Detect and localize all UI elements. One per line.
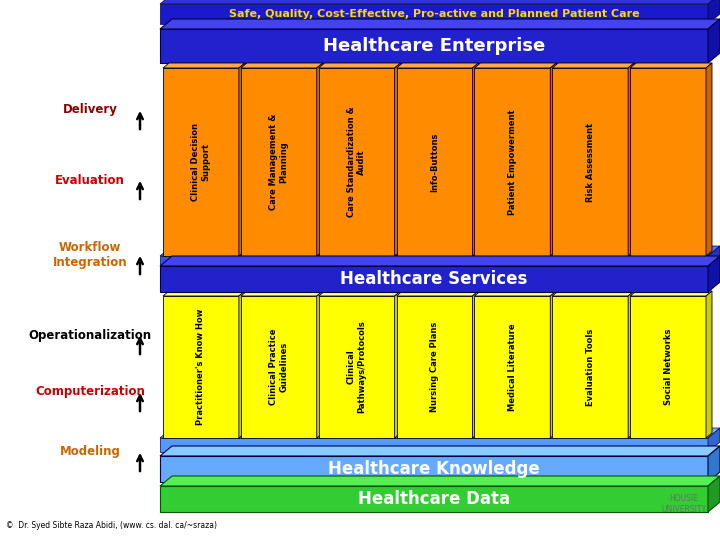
Text: Care Management &
Planning: Care Management & Planning [269, 114, 289, 210]
Polygon shape [550, 291, 557, 438]
Bar [163, 68, 239, 256]
Polygon shape [241, 63, 323, 68]
Polygon shape [160, 0, 720, 4]
Text: Healthcare Data: Healthcare Data [358, 490, 510, 508]
Polygon shape [239, 63, 245, 256]
Text: Care Standardization &
Audit: Care Standardization & Audit [347, 106, 366, 218]
Polygon shape [160, 246, 720, 256]
Text: Risk Assessment: Risk Assessment [585, 123, 595, 201]
Polygon shape [706, 63, 712, 256]
Polygon shape [474, 63, 557, 68]
Polygon shape [550, 63, 557, 256]
Bar [630, 68, 706, 256]
Bar [630, 296, 706, 438]
Bar [160, 4, 708, 24]
Polygon shape [395, 291, 400, 438]
Text: Clinical Practice
Guidelines: Clinical Practice Guidelines [269, 329, 289, 405]
Text: Practitioner's Know How: Practitioner's Know How [197, 309, 205, 425]
Polygon shape [552, 63, 634, 68]
Text: Operationalization: Operationalization [28, 328, 152, 341]
Text: Healthcare Enterprise: Healthcare Enterprise [323, 37, 545, 55]
Polygon shape [630, 291, 712, 296]
Polygon shape [239, 291, 245, 438]
Polygon shape [630, 63, 712, 68]
Text: Nursing Care Plans: Nursing Care Plans [430, 322, 439, 412]
Bar [397, 68, 472, 256]
Polygon shape [552, 291, 634, 296]
Polygon shape [160, 476, 720, 486]
Text: Clinical Decision
Support: Clinical Decision Support [192, 123, 211, 201]
Polygon shape [472, 63, 478, 256]
Text: Healthcare Services: Healthcare Services [341, 270, 528, 288]
Polygon shape [397, 291, 478, 296]
Polygon shape [163, 291, 245, 296]
Bar [160, 456, 708, 482]
Bar [160, 438, 708, 452]
Bar [241, 296, 317, 438]
Text: Medical Literature: Medical Literature [508, 323, 517, 411]
Bar [319, 296, 395, 438]
Polygon shape [708, 428, 720, 452]
Text: Evaluation: Evaluation [55, 173, 125, 186]
Polygon shape [706, 291, 712, 438]
Bar [474, 296, 550, 438]
Bar [163, 296, 239, 438]
Polygon shape [708, 446, 720, 482]
Text: Info-Buttons: Info-Buttons [430, 132, 439, 192]
Polygon shape [708, 19, 720, 63]
Text: Clinical
Pathways/Protocols: Clinical Pathways/Protocols [347, 321, 366, 414]
Bar [160, 266, 708, 292]
Text: Evaluation Tools: Evaluation Tools [585, 328, 595, 406]
Bar [160, 29, 708, 63]
Polygon shape [628, 63, 634, 256]
Bar [160, 256, 708, 270]
Text: Healthcare Knowledge: Healthcare Knowledge [328, 460, 540, 478]
Polygon shape [241, 291, 323, 296]
Polygon shape [708, 246, 720, 270]
Polygon shape [708, 256, 720, 292]
Polygon shape [160, 19, 720, 29]
Text: Modeling: Modeling [60, 446, 120, 458]
Polygon shape [397, 63, 478, 68]
Polygon shape [319, 63, 400, 68]
Polygon shape [319, 291, 400, 296]
Bar [552, 296, 628, 438]
Text: Patient Empowerment: Patient Empowerment [508, 109, 517, 215]
Polygon shape [472, 291, 478, 438]
Polygon shape [395, 63, 400, 256]
Polygon shape [160, 256, 720, 266]
Text: Delivery: Delivery [63, 104, 117, 117]
Polygon shape [160, 446, 720, 456]
Polygon shape [708, 0, 720, 24]
Text: HOUSIE
UNIVERSITY: HOUSIE UNIVERSITY [661, 494, 706, 514]
Polygon shape [628, 291, 634, 438]
Text: Workflow
Integration: Workflow Integration [53, 241, 127, 269]
Polygon shape [474, 291, 557, 296]
Bar [474, 68, 550, 256]
Polygon shape [163, 63, 245, 68]
Bar [552, 68, 628, 256]
Bar [241, 68, 317, 256]
Polygon shape [317, 63, 323, 256]
Text: Safe, Quality, Cost-Effective, Pro-active and Planned Patient Care: Safe, Quality, Cost-Effective, Pro-activ… [229, 9, 639, 19]
Bar [397, 296, 472, 438]
Text: ©  Dr. Syed Sibte Raza Abidi, (www. cs. dal. ca/~sraza): © Dr. Syed Sibte Raza Abidi, (www. cs. d… [6, 522, 217, 530]
Bar [319, 68, 395, 256]
Bar [160, 486, 708, 512]
Polygon shape [317, 291, 323, 438]
Text: Computerization: Computerization [35, 386, 145, 399]
Polygon shape [160, 428, 720, 438]
Text: Social Networks: Social Networks [664, 329, 672, 405]
Polygon shape [708, 476, 720, 512]
